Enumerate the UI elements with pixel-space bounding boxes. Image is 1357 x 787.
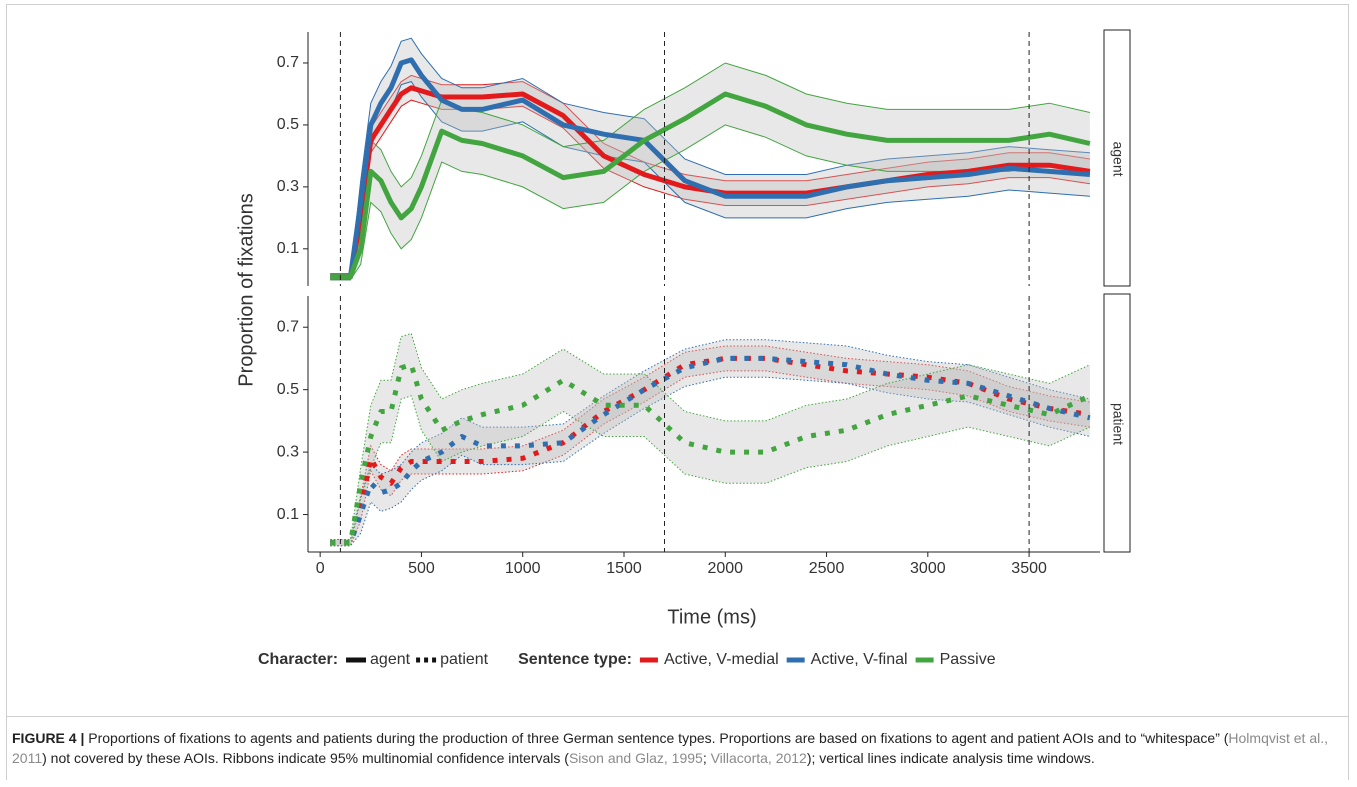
series-line <box>330 91 1091 280</box>
ribbon-edge <box>330 345 1090 540</box>
caption-citation: Sison and Glaz, 1995 <box>568 750 703 766</box>
y-tick-label: 0.1 <box>277 240 299 257</box>
ribbon-edge <box>330 74 1090 275</box>
x-axis-label: Time (ms) <box>667 606 756 628</box>
facet-strip <box>1103 29 1131 287</box>
legend-label: Active, V-medial <box>664 651 779 668</box>
y-tick-label: 0.7 <box>277 318 299 335</box>
y-tick-label: 0.5 <box>277 116 299 133</box>
caption-normal: Proportions of fixations to agents and p… <box>84 730 1229 746</box>
legend-label: patient <box>440 651 489 668</box>
series-line <box>330 355 1091 546</box>
ribbon-edge <box>330 332 1091 540</box>
x-tick-label: 1500 <box>606 560 642 577</box>
facet-label: patient <box>1110 403 1126 445</box>
caption-citation: Holmqvist et al., 2011 <box>12 730 1328 766</box>
legend-title: Character: <box>258 651 338 668</box>
y-tick-label: 0.7 <box>277 54 299 71</box>
x-tick-label: 500 <box>408 560 435 577</box>
caption-bold: FIGURE 4 | <box>12 730 85 746</box>
ribbon <box>330 333 1090 546</box>
legend-label: agent <box>370 651 411 668</box>
series-line <box>330 362 1091 546</box>
ribbon-edge <box>330 62 1091 275</box>
x-tick-label: 1000 <box>505 560 541 577</box>
x-tick-label: 3500 <box>1011 560 1047 577</box>
caption-normal: ; <box>702 750 711 766</box>
ribbon-edge <box>330 124 1091 281</box>
facet-strip <box>1103 293 1131 553</box>
legend-label: Active, V-final <box>811 651 908 668</box>
chart: Proportion of fixations Time (ms) 0.1 0.3… <box>235 29 1131 668</box>
x-tick-label: 3000 <box>910 560 946 577</box>
caption-normal: ) not covered by these AOIs. Ribbons ind… <box>42 750 569 766</box>
ribbon-edge <box>330 339 1091 540</box>
series-line <box>330 57 1091 280</box>
ribbon <box>330 63 1090 280</box>
y-tick-label: 0.5 <box>277 381 299 398</box>
caption: FIGURE 4 | Proportions of fixations to a… <box>12 728 1342 768</box>
ribbon-edge <box>330 376 1091 547</box>
caption-normal: ); vertical lines indicate analysis time… <box>806 750 1095 766</box>
figure-frame <box>6 4 1349 780</box>
caption-rule <box>6 716 1349 717</box>
x-tick-label: 2000 <box>707 560 743 577</box>
facet-label: agent <box>1110 141 1126 176</box>
ribbon <box>330 339 1090 546</box>
x-tick-label: 0 <box>316 560 325 577</box>
legend-title: Sentence type: <box>518 651 632 668</box>
y-axis-label: Proportion of fixations <box>235 193 257 386</box>
y-tick-label: 0.3 <box>277 443 299 460</box>
caption-citation: Villacorta, 2012 <box>710 750 807 766</box>
legend-label: Passive <box>940 651 996 668</box>
y-tick-label: 0.1 <box>277 506 299 523</box>
x-tick-label: 2500 <box>809 560 845 577</box>
y-tick-label: 0.3 <box>277 178 299 195</box>
ribbon-edge <box>330 37 1090 275</box>
ribbon-edge <box>330 395 1091 547</box>
